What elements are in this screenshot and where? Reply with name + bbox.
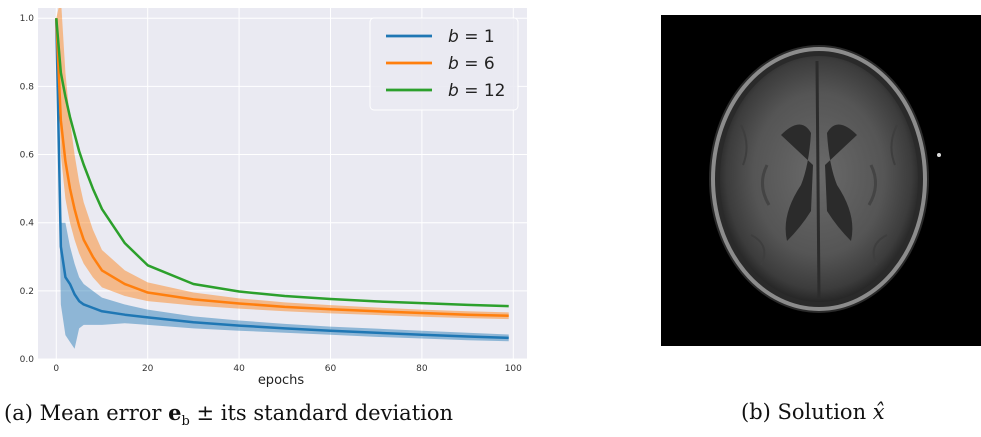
- y-tick-label: 0.8: [20, 82, 35, 92]
- legend-box: [369, 17, 519, 111]
- caption-a-bold: e: [168, 400, 182, 425]
- legend-label-2: b = 6: [448, 54, 495, 74]
- legend: b = 1 b = 6 b = 12: [369, 17, 519, 111]
- x-tick-label: 20: [142, 364, 154, 374]
- std-band-1: [56, 18, 509, 349]
- series-line-2: [55, 18, 509, 317]
- caption-a: (a) Mean error eb ± its standard deviati…: [4, 400, 453, 429]
- y-tick-label: 0.6: [20, 151, 35, 161]
- y-tick-label: 0.0: [20, 355, 35, 365]
- x-tick-label: 0: [53, 364, 59, 374]
- caption-a-sub: b: [181, 414, 190, 430]
- caption-b-var: x̂: [872, 400, 885, 424]
- series-group: [55, 8, 509, 349]
- y-tick-label: 0.2: [20, 287, 34, 297]
- brain-mri-drawing: [709, 45, 941, 313]
- brain-mri-image: [661, 15, 981, 346]
- x-tick-label: 60: [325, 364, 337, 374]
- caption-a-prefix: (a) Mean error: [4, 401, 169, 425]
- x-axis-label: epochs: [258, 373, 305, 388]
- legend-label-1: b = 1: [448, 27, 495, 47]
- caption-b-prefix: (b) Solution: [741, 400, 873, 424]
- x-tick-label: 40: [233, 364, 245, 374]
- x-tick-label: 100: [505, 364, 522, 374]
- y-tick-label: 0.4: [20, 219, 35, 229]
- series-line-3: [55, 18, 509, 308]
- legend-label-3: b = 12: [448, 81, 505, 101]
- y-tick-label: 1.0: [20, 14, 35, 24]
- caption-a-suffix: ± its standard deviation: [189, 401, 454, 425]
- caption-b: (b) Solution x̂: [741, 400, 885, 424]
- series-line-1: [55, 18, 509, 340]
- x-tick-label: 80: [416, 364, 428, 374]
